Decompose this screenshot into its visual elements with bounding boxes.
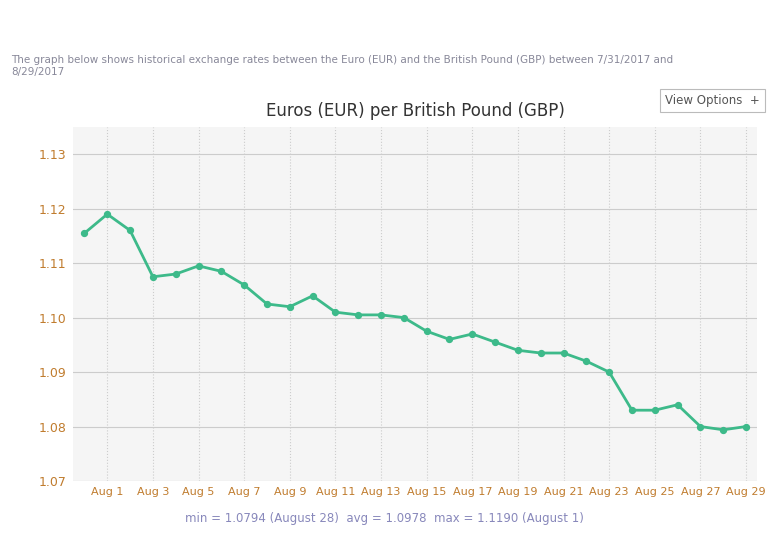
Point — [352, 310, 365, 319]
Point — [147, 272, 159, 281]
Point — [558, 349, 570, 358]
Point — [444, 335, 456, 344]
Point — [329, 308, 341, 316]
Point — [192, 262, 205, 270]
Point — [603, 368, 615, 376]
Point — [671, 400, 684, 409]
Point — [649, 406, 661, 414]
Point — [512, 346, 524, 355]
Point — [421, 327, 433, 336]
Text: View Options  +: View Options + — [665, 94, 760, 107]
Point — [375, 310, 388, 319]
Point — [102, 210, 114, 219]
Point — [694, 422, 707, 431]
Point — [284, 302, 296, 311]
Point — [398, 314, 410, 322]
Point — [466, 330, 478, 338]
Point — [238, 281, 251, 289]
Text: min = 1.0794 (August 28)  avg = 1.0978  max = 1.1190 (August 1): min = 1.0794 (August 28) avg = 1.0978 ma… — [185, 512, 584, 525]
Point — [124, 226, 136, 235]
Point — [717, 426, 729, 434]
Text: Euros (EUR) per British Pound (GBP): Euros (EUR) per British Pound (GBP) — [12, 13, 341, 28]
Point — [581, 357, 593, 366]
Point — [261, 300, 273, 308]
Point — [534, 349, 547, 358]
Point — [215, 267, 228, 276]
Point — [740, 422, 752, 431]
Title: Euros (EUR) per British Pound (GBP): Euros (EUR) per British Pound (GBP) — [266, 102, 564, 120]
Point — [626, 406, 638, 414]
Point — [307, 292, 319, 300]
Point — [78, 229, 91, 237]
Point — [489, 338, 501, 346]
Text: The graph below shows historical exchange rates between the Euro (EUR) and the B: The graph below shows historical exchang… — [12, 56, 674, 77]
Point — [170, 270, 182, 278]
